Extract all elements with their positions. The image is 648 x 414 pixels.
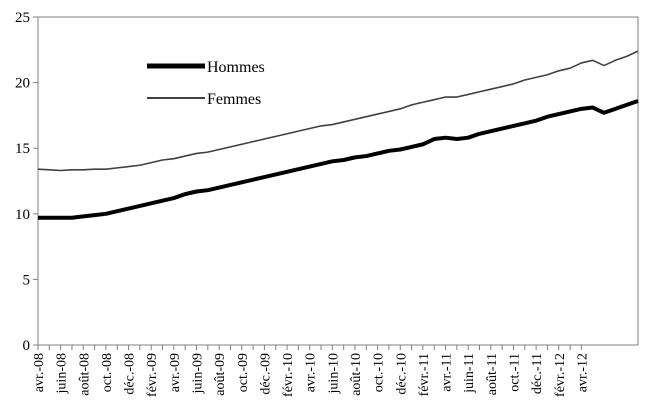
legend-label-hommes: Hommes: [207, 59, 265, 76]
y-tick-label: 15: [15, 141, 30, 157]
y-axis: 0 5 10 15 20 25: [15, 10, 38, 354]
x-tick-label: août-10: [349, 353, 364, 396]
y-tick-label: 5: [23, 272, 31, 288]
legend: Hommes Femmes: [147, 59, 265, 108]
x-tick-label: avr.-12: [575, 353, 590, 392]
x-axis: avr.-08 juin-08 août-08 oct.-08 déc.-08 févr.…: [32, 345, 590, 397]
plot-area: [37, 16, 639, 346]
x-tick-label: avr.-09: [168, 353, 183, 392]
x-tick-label: août-09: [213, 353, 228, 396]
x-tick-label: déc.-11: [530, 353, 545, 394]
x-tick-label: juin-11: [462, 353, 477, 394]
x-tick-label: août-08: [77, 353, 92, 396]
x-tick-label: juin-08: [55, 353, 70, 394]
x-tick-label: oct.-10: [372, 353, 387, 392]
y-tick-label: 25: [15, 10, 30, 26]
x-tick-label: déc.-08: [123, 353, 138, 395]
x-tick-label: juin-10: [326, 353, 341, 394]
x-tick-label: oct.-11: [507, 353, 522, 392]
y-tick-label: 10: [15, 207, 30, 223]
y-tick-label: 0: [23, 338, 31, 354]
x-tick-label: août-11: [485, 353, 500, 395]
x-tick-label: oct.-09: [236, 353, 251, 392]
series-line-femmes: [37, 50, 639, 172]
x-tick-label: avr.-10: [304, 353, 319, 392]
series-line-hommes: [38, 99, 639, 220]
x-tick-label: avr.-11: [440, 353, 455, 392]
x-tick-label: avr.-08: [32, 353, 47, 392]
legend-label-femmes: Femmes: [207, 91, 261, 108]
x-tick-label: juin-09: [190, 353, 205, 394]
y-tick-label: 20: [15, 76, 30, 92]
x-tick-label: févr.-11: [417, 353, 432, 396]
x-tick-label: févr.-10: [281, 353, 296, 397]
x-tick-label: oct.-08: [100, 353, 115, 392]
series-layer: [37, 50, 639, 220]
x-tick-label: déc.-10: [394, 353, 409, 395]
x-tick-label: févr.-12: [553, 353, 568, 397]
x-tick-label: déc.-09: [258, 353, 273, 395]
x-tick-label: févr.-09: [145, 353, 160, 397]
